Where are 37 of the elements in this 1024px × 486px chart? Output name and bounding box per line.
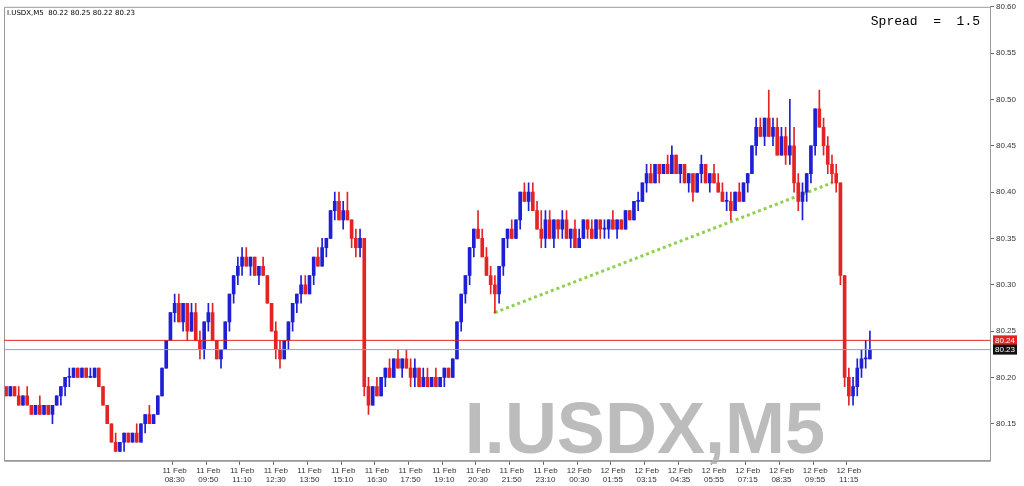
x-tick-label: 11 Feb 09:50: [196, 465, 222, 485]
x-tick-label: 12 Feb 09:55: [802, 465, 829, 485]
y-tick-label: 80.20: [996, 372, 1017, 382]
x-tick-label: 12 Feb 03:15: [634, 465, 660, 485]
y-tick-label: 80.40: [996, 187, 1017, 197]
x-tick-label: 11 Feb 13:50: [297, 465, 323, 485]
x-tick-label: 11 Feb 15:10: [331, 465, 356, 485]
x-tick-label: 12 Feb 07:15: [735, 465, 761, 485]
y-tick-label: 80.45: [996, 140, 1017, 150]
candlestick: [67, 367, 72, 388]
x-tick-label: 12 Feb 04:35: [667, 465, 694, 485]
y-tick-label: 80.60: [996, 2, 1017, 11]
annotation: Spread = 1.5: [870, 13, 980, 29]
y-tick-label: 80.55: [996, 48, 1017, 58]
annotation: I.USDX,M5: [464, 387, 825, 468]
x-tick-label: 12 Feb 05:55: [701, 465, 728, 485]
x-tick-label: 11 Feb 21:50: [499, 465, 525, 485]
ref-line-label: 80.24: [995, 336, 1016, 346]
x-tick-label: 11 Feb 08:30: [162, 465, 188, 485]
ref-line-label: 80.23: [995, 345, 1016, 355]
candlestick: [788, 99, 792, 165]
y-tick-label: 80.25: [996, 326, 1017, 336]
y-tick-label: 80.50: [996, 94, 1017, 104]
x-tick-label: 12 Feb 11:15: [836, 465, 862, 485]
y-tick-label: 80.30: [996, 279, 1017, 289]
x-tick-label: 11 Feb 20:30: [465, 465, 491, 485]
x-tick-label: 12 Feb 00:30: [566, 465, 593, 485]
x-tick-label: 12 Feb 08:35: [768, 465, 795, 485]
x-tick-label: 11 Feb 17:50: [398, 465, 424, 485]
y-tick-label: 80.15: [996, 418, 1017, 428]
x-tick-label: 11 Feb 16:30: [364, 465, 390, 485]
x-tick-label: 11 Feb 23:10: [533, 465, 559, 485]
x-tick-label: 11 Feb 12:30: [263, 465, 289, 485]
x-tick-label: 11 Feb 19:10: [432, 465, 458, 485]
y-tick-label: 80.35: [996, 233, 1017, 243]
x-tick-label: 12 Feb 01:55: [600, 465, 626, 485]
x-tick-label: 11 Feb 11:10: [229, 465, 255, 485]
